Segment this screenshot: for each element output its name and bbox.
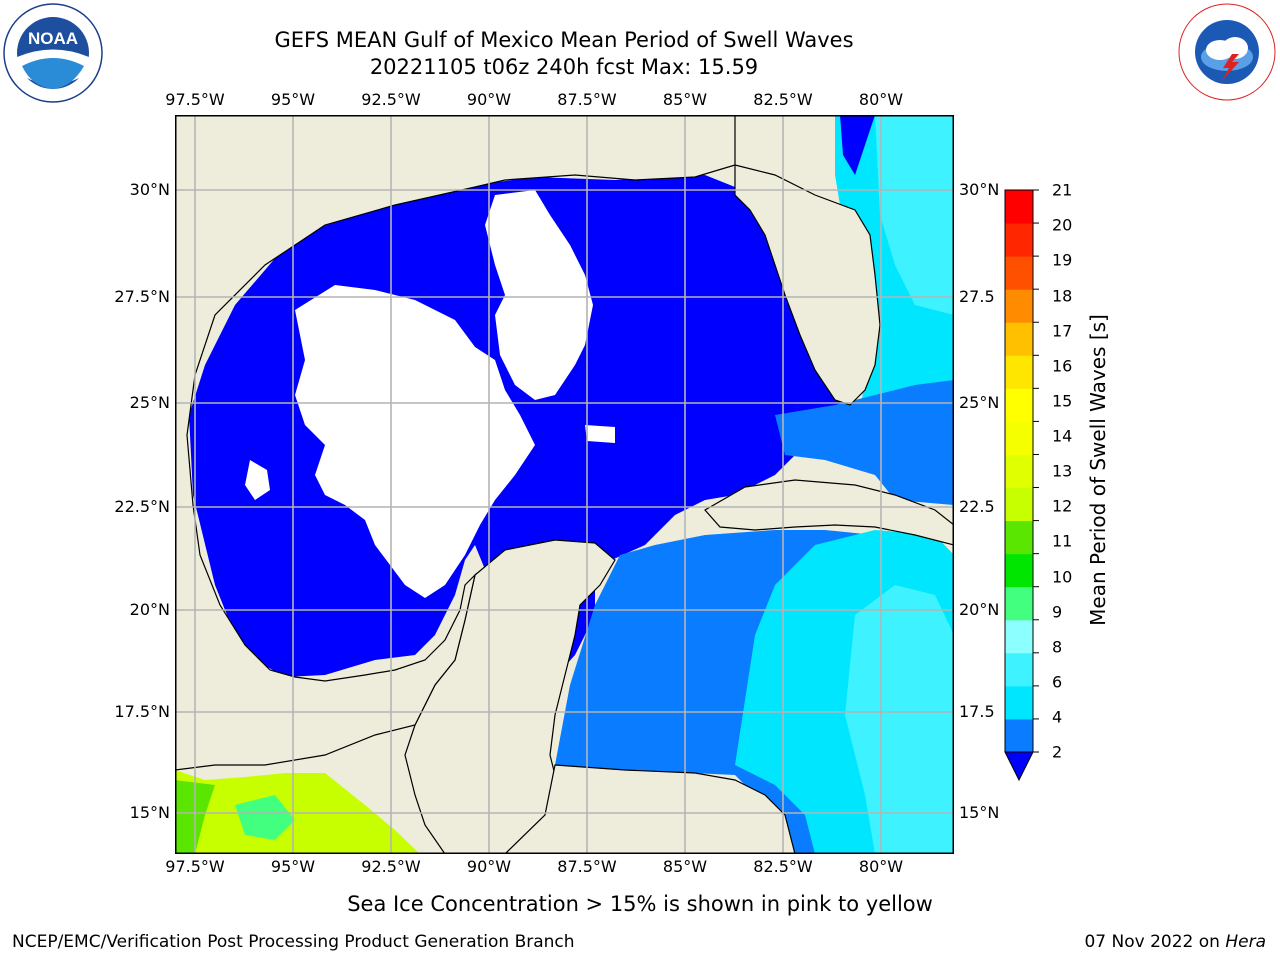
lat-label-left: 22.5°N: [114, 497, 170, 516]
colorbar-tick-label: 17: [1052, 321, 1073, 341]
colorbar-tick-label: 16: [1052, 356, 1073, 376]
colorbar-segment: [1005, 289, 1033, 323]
colorbar-title: Mean Period of Swell Waves [s]: [1086, 314, 1110, 626]
lon-label-bottom: 95°W: [270, 857, 316, 876]
no-data-patch-3: [245, 460, 270, 500]
lat-label-right: 27.5: [959, 287, 995, 306]
lat-label-right: 15°N: [959, 803, 1000, 822]
colorbar-segment: [1005, 487, 1033, 522]
colorbar-tick-label: 14: [1052, 426, 1073, 446]
north-gulf-land: [175, 115, 736, 771]
colorbar-under-arrow: [1004, 751, 1034, 782]
lat-label-left: 27.5°N: [114, 287, 170, 306]
colorbar-tick-label: 15: [1052, 391, 1073, 411]
colorbar-frame: [1004, 189, 1034, 753]
date-text: 07 Nov 2022 on: [1084, 932, 1220, 952]
credit-text: NCEP/EMC/Verification Post Processing Pr…: [12, 932, 575, 952]
chart-subtitle: 20221105 t06z 240h fcst Max: 15.59: [369, 55, 759, 79]
map-frame: [175, 115, 954, 854]
colorbar-tick-label: 12: [1052, 496, 1073, 516]
caribbean-water-light: [845, 585, 954, 854]
colorbar: [1004, 189, 1039, 782]
colorbar-tick-label: 20: [1052, 215, 1073, 235]
lon-label-top: 85°W: [662, 90, 708, 109]
pacific-water: [175, 770, 420, 854]
colorbar-segment: [1005, 355, 1033, 389]
colorbar-segment: [1005, 190, 1033, 224]
noaa-logo: NOAA: [3, 3, 103, 103]
lat-label-left: 15°N: [129, 803, 170, 822]
central-america-land: [504, 764, 796, 854]
colorbar-tick-label: 8: [1052, 637, 1063, 657]
colorbar-segment: [1005, 322, 1033, 356]
colorbar-segment: [1005, 652, 1033, 687]
colorbar-tick-label: 2: [1052, 742, 1063, 762]
lon-label-bottom: 87.5°W: [557, 857, 617, 876]
nws-logo: [1178, 3, 1276, 101]
date-stamp: 07 Nov 2022 on Hera: [1084, 932, 1266, 952]
pacific-water-mid: [235, 795, 295, 840]
colorbar-tick-label: 10: [1052, 567, 1073, 587]
lon-label-top: 92.5°W: [361, 90, 421, 109]
no-data-patch-2: [485, 190, 593, 400]
lon-label-top: 82.5°W: [753, 90, 813, 109]
colorbar-segment: [1005, 553, 1033, 588]
colorbar-ticks: [1033, 189, 1039, 753]
lat-label-right: 25°N: [959, 393, 1000, 412]
colorbar-tick-label: 21: [1052, 180, 1073, 200]
lat-label-left: 20°N: [129, 600, 170, 619]
lat-label-right: 17.5: [959, 702, 995, 721]
lon-label-top: 90°W: [466, 90, 512, 109]
florida-land: [734, 164, 881, 406]
colorbar-tick-label: 11: [1052, 531, 1073, 551]
colorbar-segment: [1005, 256, 1033, 290]
lat-label-right: 22.5: [959, 497, 995, 516]
colorbar-segment: [1005, 388, 1033, 422]
colorbar-tick-label: 6: [1052, 672, 1063, 692]
graticule: [175, 115, 954, 854]
colorbar-segment: [1005, 619, 1033, 654]
lon-label-bottom: 97.5°W: [165, 857, 225, 876]
lon-label-bottom: 82.5°W: [753, 857, 813, 876]
svg-text:NOAA: NOAA: [28, 29, 78, 48]
lat-label-left: 17.5°N: [114, 702, 170, 721]
lon-label-top: 87.5°W: [557, 90, 617, 109]
lon-label-top: 80°W: [858, 90, 904, 109]
florida-straits-dark: [840, 115, 875, 175]
colorbar-segment: [1005, 685, 1033, 720]
lat-label-left: 25°N: [129, 393, 170, 412]
colorbar-segment: [1005, 586, 1033, 621]
lon-label-bottom: 80°W: [858, 857, 904, 876]
colorbar-segment: [1005, 454, 1033, 489]
colorbar-tick-label: 9: [1052, 602, 1063, 622]
florida-straits-blue: [775, 380, 954, 505]
colorbar-segment: [1005, 421, 1033, 455]
lat-label-right: 30°N: [959, 180, 1000, 199]
lon-label-bottom: 90°W: [466, 857, 512, 876]
colorbar-segment: [1005, 520, 1033, 555]
atlantic-water-light: [875, 115, 954, 315]
lat-label-right: 20°N: [959, 600, 1000, 619]
no-data-patch-4: [585, 425, 615, 443]
sea-ice-note: Sea Ice Concentration > 15% is shown in …: [347, 892, 933, 916]
colorbar-tick-label: 19: [1052, 250, 1073, 270]
host-name: Hera: [1225, 932, 1266, 952]
cuba-land: [704, 479, 954, 546]
lon-label-top: 95°W: [270, 90, 316, 109]
lat-label-left: 30°N: [129, 180, 170, 199]
gulf-map: [175, 115, 954, 854]
colorbar-segment: [1005, 223, 1033, 257]
colorbar-tick-label: 4: [1052, 707, 1063, 727]
colorbar-tick-label: 18: [1052, 286, 1073, 306]
colorbar-segments: [1004, 189, 1034, 782]
lon-label-bottom: 92.5°W: [361, 857, 421, 876]
lon-label-bottom: 85°W: [662, 857, 708, 876]
chart-title: GEFS MEAN Gulf of Mexico Mean Period of …: [274, 28, 854, 52]
colorbar-segment: [1005, 718, 1033, 753]
no-data-patch: [295, 285, 535, 598]
colorbar-tick-label: 13: [1052, 461, 1073, 481]
lon-label-top: 97.5°W: [165, 90, 225, 109]
